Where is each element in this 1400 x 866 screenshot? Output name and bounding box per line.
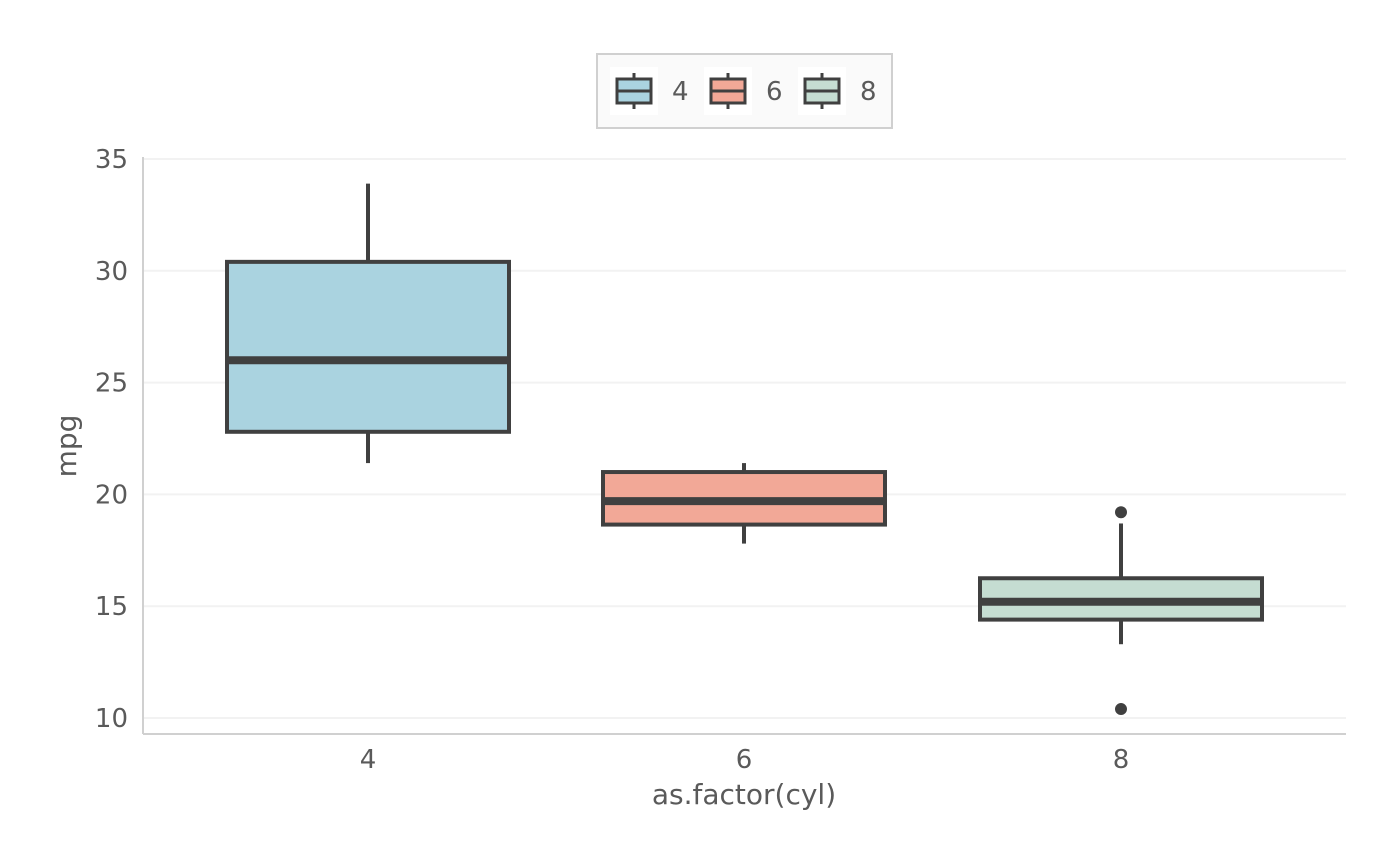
x-tick-label: 4 (360, 745, 377, 775)
y-tick-label: 15 (95, 592, 128, 622)
boxes (225, 183, 1264, 716)
x-tick-labels: 4 6 8 (360, 745, 1130, 775)
box-6 (601, 463, 887, 544)
y-tick-label: 30 (95, 257, 128, 287)
box-8 (978, 506, 1264, 716)
legend-label: 8 (860, 77, 877, 107)
legend-item-6: 6 (704, 67, 783, 115)
y-tick-label: 10 (95, 704, 128, 734)
legend: 4 6 8 (596, 53, 893, 129)
y-tick-label: 25 (95, 369, 128, 399)
outlier-point (1115, 703, 1127, 716)
legend-item-4: 4 (610, 67, 689, 115)
y-tick-labels: 10 15 20 25 30 35 (95, 145, 128, 734)
legend-label: 6 (766, 77, 783, 107)
box-4 (225, 183, 511, 464)
axes (142, 157, 1346, 735)
legend-label: 4 (672, 77, 689, 107)
y-tick-label: 20 (95, 480, 128, 510)
legend-item-8: 8 (798, 67, 877, 115)
gridlines (143, 158, 1346, 719)
x-tick-label: 8 (1113, 745, 1130, 775)
outlier-point (1115, 506, 1127, 519)
x-tick-label: 6 (736, 745, 753, 775)
x-axis-title: as.factor(cyl) (652, 778, 836, 811)
y-tick-label: 35 (95, 145, 128, 175)
iqr-box (225, 259, 511, 434)
y-axis-title: mpg (50, 415, 83, 478)
